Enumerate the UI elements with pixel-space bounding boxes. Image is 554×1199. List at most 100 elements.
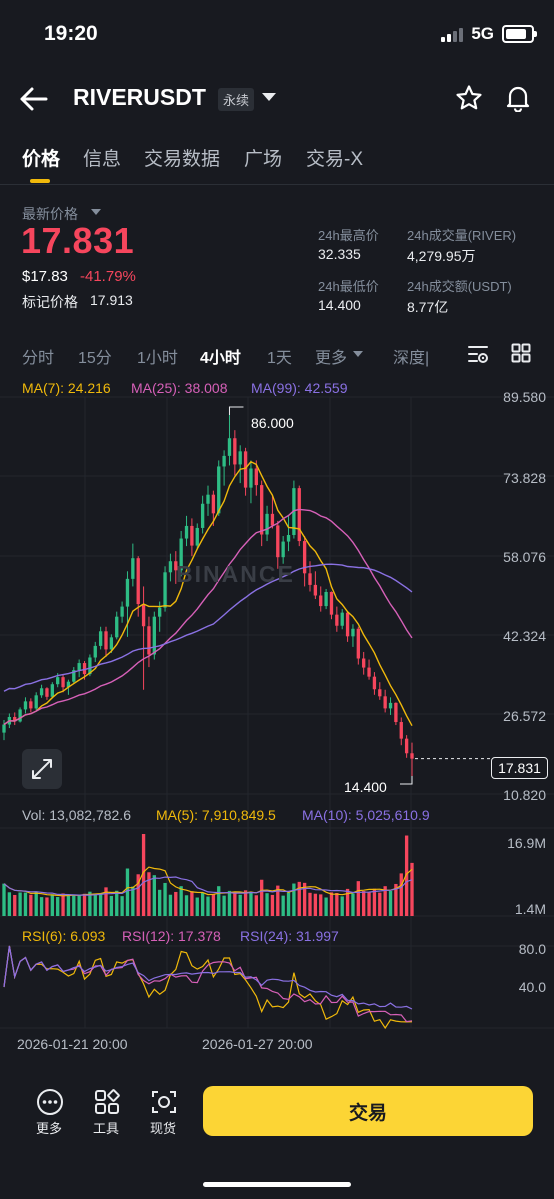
- more-icon[interactable]: [36, 1088, 64, 1116]
- signal-icon: [441, 26, 464, 42]
- candle-body: [98, 631, 103, 646]
- expand-chart-button[interactable]: [22, 749, 62, 789]
- chart-settings-icon[interactable]: [467, 343, 489, 365]
- volume-bar: [372, 888, 377, 916]
- volume-bar: [265, 893, 269, 916]
- interval-15m[interactable]: 15分: [78, 350, 112, 367]
- price-axis-label: 73.828: [503, 470, 546, 486]
- volume-bar: [56, 897, 60, 916]
- network-type: 5G: [471, 24, 494, 43]
- candle-body: [200, 503, 205, 528]
- tab-price[interactable]: 价格: [22, 149, 61, 170]
- interval-more[interactable]: 更多: [315, 350, 348, 367]
- candle-body: [88, 657, 92, 675]
- candle-body: [72, 670, 76, 682]
- volume-bar: [120, 896, 124, 916]
- candle-body: [120, 606, 124, 617]
- more-label[interactable]: 更多: [36, 1121, 63, 1136]
- volume-bar: [410, 862, 414, 916]
- volume-24h-label: 24h成交量(RIVER): [407, 228, 517, 243]
- candle-body: [93, 645, 97, 658]
- layout-grid-icon[interactable]: [511, 343, 531, 363]
- candle-body: [195, 527, 199, 546]
- low-annotation: 14.400: [344, 779, 387, 795]
- ma25-legend: MA(25): 38.008: [131, 380, 228, 396]
- candle-body: [23, 701, 28, 710]
- back-arrow-icon[interactable]: [18, 84, 52, 114]
- ma7-legend: MA(7): 24.216: [22, 380, 111, 396]
- volume-bar: [388, 890, 393, 916]
- candle-body: [297, 488, 301, 542]
- candle-body: [308, 573, 312, 585]
- volume-bar: [378, 892, 382, 916]
- bell-icon[interactable]: [505, 84, 531, 112]
- volume-bar: [249, 891, 253, 916]
- chevron-down-icon[interactable]: [91, 209, 101, 215]
- volume-bar: [238, 894, 242, 916]
- high-marker-line: [228, 406, 244, 416]
- star-icon[interactable]: [455, 84, 483, 112]
- candle-body: [211, 494, 216, 514]
- candle-body: [367, 667, 371, 677]
- candle-body: [56, 677, 60, 685]
- volume-bar: [308, 892, 312, 916]
- status-time: 19:20: [44, 22, 98, 45]
- current-price-tag[interactable]: 17.831: [491, 757, 548, 779]
- tab-trade-x[interactable]: 交易-X: [306, 149, 364, 170]
- volume-bar: [152, 875, 156, 916]
- ma25-line: [3, 508, 413, 726]
- interval-1d[interactable]: 1天: [267, 350, 292, 367]
- volume-bar: [179, 886, 183, 916]
- candle-body: [82, 663, 87, 675]
- candle-body: [18, 709, 22, 722]
- volume-bar: [82, 893, 87, 916]
- chevron-down-icon[interactable]: [262, 93, 276, 101]
- candle-body: [217, 466, 221, 514]
- trade-button[interactable]: 交易: [203, 1086, 533, 1136]
- spot-label[interactable]: 现货: [150, 1121, 177, 1136]
- volume-axis-label: 16.9M: [507, 835, 546, 851]
- candlestick-chart[interactable]: [0, 378, 554, 1064]
- candle-body: [313, 584, 318, 596]
- candle-body: [372, 676, 377, 690]
- volume-bar: [136, 874, 140, 916]
- last-price-label[interactable]: 最新价格: [22, 206, 78, 222]
- candle-body: [319, 595, 323, 607]
- rsi6-legend: RSI(6): 6.093: [22, 928, 106, 944]
- interval-time-sharing[interactable]: 分时: [22, 350, 55, 367]
- rsi-axis-label: 40.0: [518, 979, 546, 995]
- divider: [0, 184, 554, 185]
- volume-bar: [340, 896, 344, 916]
- volume-bar: [29, 894, 33, 916]
- candle-body: [168, 561, 173, 573]
- volume-bar: [18, 892, 22, 916]
- tab-trading-data[interactable]: 交易数据: [144, 149, 221, 170]
- tools-icon[interactable]: [93, 1088, 121, 1116]
- high-24h-value: 32.335: [318, 246, 361, 262]
- spot-icon[interactable]: [150, 1088, 178, 1116]
- depth-tab[interactable]: 深度|: [393, 350, 430, 367]
- symbol-title[interactable]: RIVERUSDT: [73, 84, 206, 110]
- mark-price-label: 标记价格: [22, 294, 78, 310]
- candle-body: [163, 572, 167, 608]
- volume-bar: [292, 883, 296, 916]
- home-indicator: [203, 1182, 351, 1187]
- tab-info[interactable]: 信息: [83, 149, 122, 170]
- volume-bar: [104, 887, 108, 916]
- interval-4h[interactable]: 4小时: [200, 350, 241, 367]
- candle-body: [158, 607, 162, 617]
- candle-body: [302, 541, 307, 574]
- volume-bar: [297, 881, 301, 916]
- volume-bar: [222, 895, 226, 916]
- status-indicators: 5G: [441, 24, 537, 44]
- interval-1h[interactable]: 1小时: [137, 350, 178, 367]
- expand-icon: [32, 759, 52, 779]
- candle-body: [131, 558, 135, 579]
- candle-body: [340, 612, 344, 626]
- tools-label[interactable]: 工具: [93, 1121, 120, 1136]
- volume-bar: [23, 892, 28, 916]
- volume-bar: [77, 894, 81, 916]
- tab-square[interactable]: 广场: [244, 149, 283, 170]
- chevron-down-icon[interactable]: [353, 351, 363, 357]
- volume-bar: [61, 893, 65, 916]
